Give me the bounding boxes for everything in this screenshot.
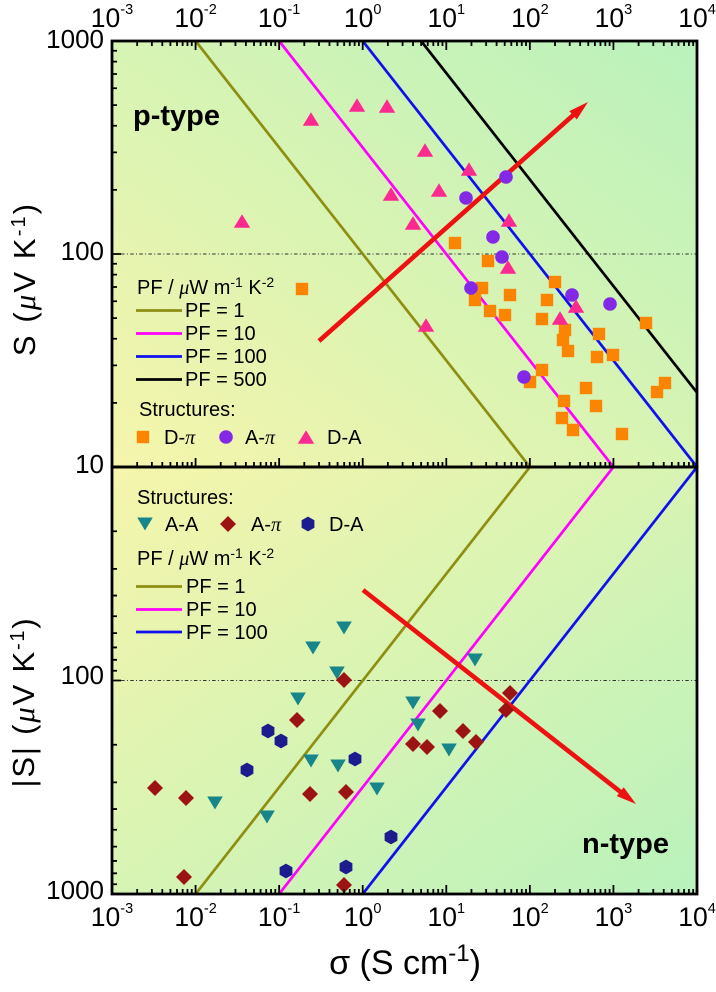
svg-text:PF = 500: PF = 500: [185, 369, 267, 391]
svg-text:PF = 1: PF = 1: [185, 300, 244, 322]
svg-text:A-π: A-π: [251, 514, 282, 536]
svg-text:100: 100: [61, 660, 104, 690]
svg-text:S (μV K-1): S (μV K-1): [7, 202, 42, 356]
svg-text:Structures:: Structures:: [139, 399, 236, 421]
svg-text:PF / μW m-1 K-2: PF / μW m-1 K-2: [137, 274, 274, 299]
svg-text:PF = 1: PF = 1: [186, 576, 245, 598]
svg-text:1000: 1000: [46, 875, 104, 905]
svg-text:n-type: n-type: [582, 828, 669, 860]
svg-text:100: 100: [61, 236, 104, 266]
svg-text:1000: 1000: [46, 24, 104, 54]
svg-text:100: 100: [344, 2, 382, 33]
svg-text:p-type: p-type: [133, 100, 220, 132]
svg-text:10-3: 10-3: [91, 2, 133, 33]
svg-text:PF = 10: PF = 10: [186, 599, 257, 621]
svg-text:Structures:: Structures:: [137, 487, 234, 509]
svg-text:D-A: D-A: [329, 514, 364, 536]
svg-text:10: 10: [75, 449, 104, 479]
svg-text:102: 102: [511, 2, 549, 33]
svg-text:D-A: D-A: [327, 427, 362, 449]
svg-text:10-2: 10-2: [174, 2, 216, 33]
svg-text:A-A: A-A: [165, 514, 199, 536]
svg-text:PF = 100: PF = 100: [186, 622, 268, 644]
svg-text:D-π: D-π: [164, 427, 196, 449]
svg-text:103: 103: [595, 901, 633, 932]
svg-text:A-π: A-π: [245, 427, 276, 449]
svg-text:PF = 10: PF = 10: [185, 323, 256, 345]
svg-text:PF = 100: PF = 100: [185, 346, 267, 368]
svg-text:PF / μW m-1 K-2: PF / μW m-1 K-2: [137, 545, 274, 570]
